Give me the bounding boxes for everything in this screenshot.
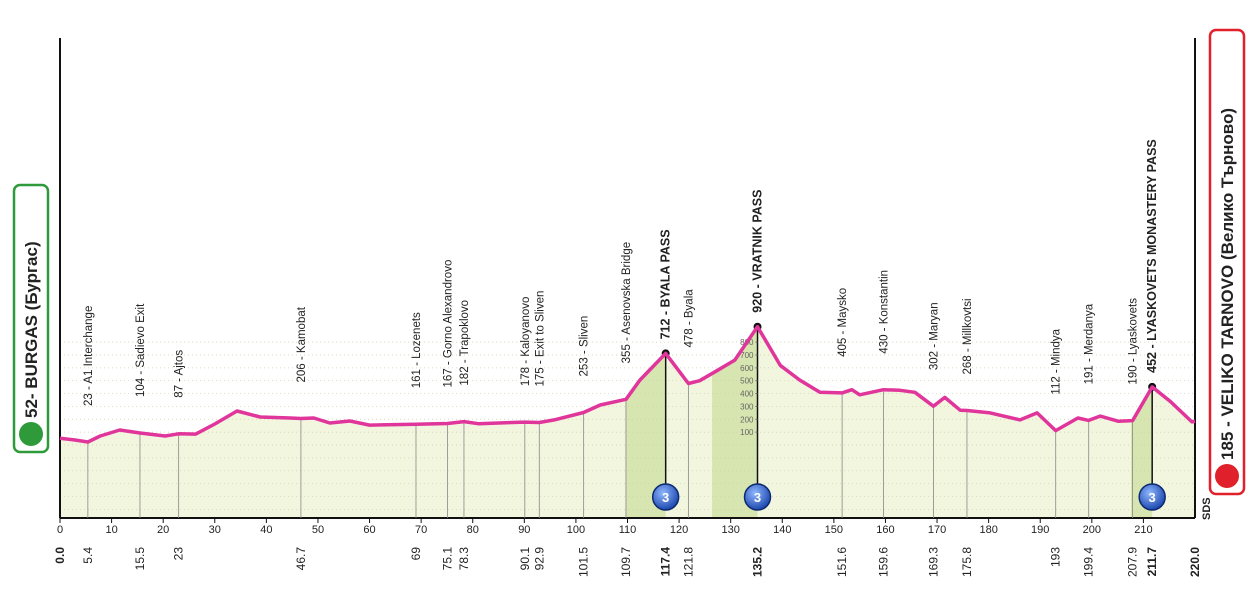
location-box: [12, 183, 50, 454]
km-label: 15.5: [133, 547, 147, 571]
profile-line: [59, 324, 1196, 444]
waypoint-name: 178 - Kaloyanovo: [520, 297, 532, 387]
waypoint-name: 182 - Trapoklovo: [459, 300, 471, 386]
x-tick-label: 50: [312, 524, 324, 536]
x-tick-label: 140: [773, 524, 791, 536]
logo: SDS: [1201, 497, 1213, 520]
kom-category: 3: [1149, 490, 1156, 505]
x-tick-label: 80: [467, 524, 479, 536]
km-label: 69: [409, 547, 423, 561]
km-label: 90.1: [518, 547, 532, 571]
km-label: 23: [172, 547, 186, 561]
x-tick-label: 20: [157, 524, 169, 536]
waypoint-name: 302 - Maryan: [928, 302, 940, 370]
waypoint-name: 190 - Lyaskovets: [1128, 298, 1140, 385]
x-tick-label: 200: [1083, 524, 1101, 536]
y-tick-label: 300: [740, 402, 754, 411]
kom-category: 3: [662, 490, 669, 505]
waypoint-name: 23 - A1 Interchange: [83, 306, 95, 406]
kom-badge: [1138, 483, 1166, 511]
km-label: 46.7: [294, 547, 308, 571]
y-tick-label: 100: [740, 428, 754, 437]
waypoint-name: 206 - Kamobat: [296, 306, 308, 382]
waypoint-name: 405 - Maysko: [837, 288, 849, 357]
kom-category: 3: [754, 490, 761, 505]
waypoint-name: 268 - Millkovtsi: [962, 298, 974, 374]
waypoint-name: 712 - BYALA PASS: [659, 229, 673, 339]
location-name: 52- BURGAS (Бургас): [22, 241, 41, 418]
x-tick-label: 150: [825, 524, 843, 536]
x-tick-label: 110: [619, 524, 637, 536]
x-tick-label: 190: [1031, 524, 1049, 536]
y-tick-label: 400: [740, 390, 754, 399]
waypoint-name: 478 - Byala: [683, 289, 695, 348]
waypoint-name: 175 - Exit to Sliven: [534, 291, 546, 387]
kom-badge: [743, 483, 772, 511]
location-icon: [1215, 464, 1239, 488]
x-tick-label: 180: [979, 524, 997, 536]
x-tick-label: 170: [928, 524, 946, 536]
km-label: 78.3: [457, 547, 471, 571]
km-label: 101.5: [577, 547, 591, 577]
km-label: 5.4: [81, 547, 95, 564]
y-tick-label: 500: [740, 377, 754, 386]
km-label: 207.9: [1126, 547, 1140, 577]
x-tick-label: 160: [876, 524, 894, 536]
x-tick-label: 70: [415, 524, 427, 536]
location-icon: [19, 422, 43, 446]
km-label: 159.6: [876, 547, 890, 577]
km-label: 151.6: [835, 547, 849, 577]
x-tick-label: 30: [209, 524, 221, 536]
x-tick-label: 0: [57, 524, 63, 536]
waypoint-name: 430 - Konstantin: [878, 270, 890, 354]
km-label: 199.4: [1082, 547, 1096, 577]
km-label: 193: [1049, 547, 1063, 567]
kom-badge: [651, 483, 680, 511]
x-tick-label: 100: [567, 524, 585, 536]
x-tick-label: 10: [105, 524, 117, 536]
km-label: 0.0: [53, 547, 67, 564]
waypoint-name: 253 - Sliven: [579, 316, 591, 377]
x-tick-label: 210: [1134, 524, 1152, 536]
km-label: 169.3: [926, 547, 940, 577]
km-label: 211.7: [1145, 547, 1159, 577]
waypoint-name: 920 - VRATNIK PASS: [751, 190, 765, 313]
location-name: 185 - VELIKO TARNOVO (Велико Търново): [1218, 108, 1237, 460]
y-tick-label: 700: [740, 351, 754, 360]
km-label: 121.8: [681, 547, 695, 577]
waypoint-name: 161 - Lozenets: [411, 312, 423, 388]
km-label: 220.0: [1188, 547, 1202, 577]
waypoint-name: 452 - LYASKOVETS MONASTERY PASS: [1145, 139, 1159, 373]
location-box: [1208, 28, 1246, 496]
waypoint-name: 104 - Sadievo Exit: [135, 303, 147, 397]
x-tick-label: 130: [722, 524, 740, 536]
waypoint-name: 191 - Merdanya: [1084, 303, 1096, 384]
waypoint-name: 87 - Ajtos: [174, 350, 186, 398]
climb-area: [712, 326, 758, 518]
y-tick-label: 600: [740, 364, 754, 373]
y-tick-label: 200: [740, 415, 754, 424]
x-tick-label: 40: [260, 524, 272, 536]
km-label: 92.9: [532, 547, 546, 571]
km-label: 109.7: [619, 547, 633, 577]
km-label: 135.2: [751, 547, 765, 577]
x-tick-label: 90: [518, 524, 530, 536]
waypoint-name: 112 - Mindya: [1051, 328, 1063, 394]
climb-area: [625, 353, 666, 518]
x-tick-label: 60: [363, 524, 375, 536]
waypoint-name: 167 - Gorno Alexandrovo: [442, 260, 454, 388]
km-label: 75.1: [440, 547, 454, 571]
x-tick-label: 120: [670, 524, 688, 536]
km-label: 175.8: [960, 547, 974, 577]
km-label: 117.4: [659, 547, 673, 577]
waypoint-name: 355 - Asenovska Bridge: [621, 242, 633, 363]
